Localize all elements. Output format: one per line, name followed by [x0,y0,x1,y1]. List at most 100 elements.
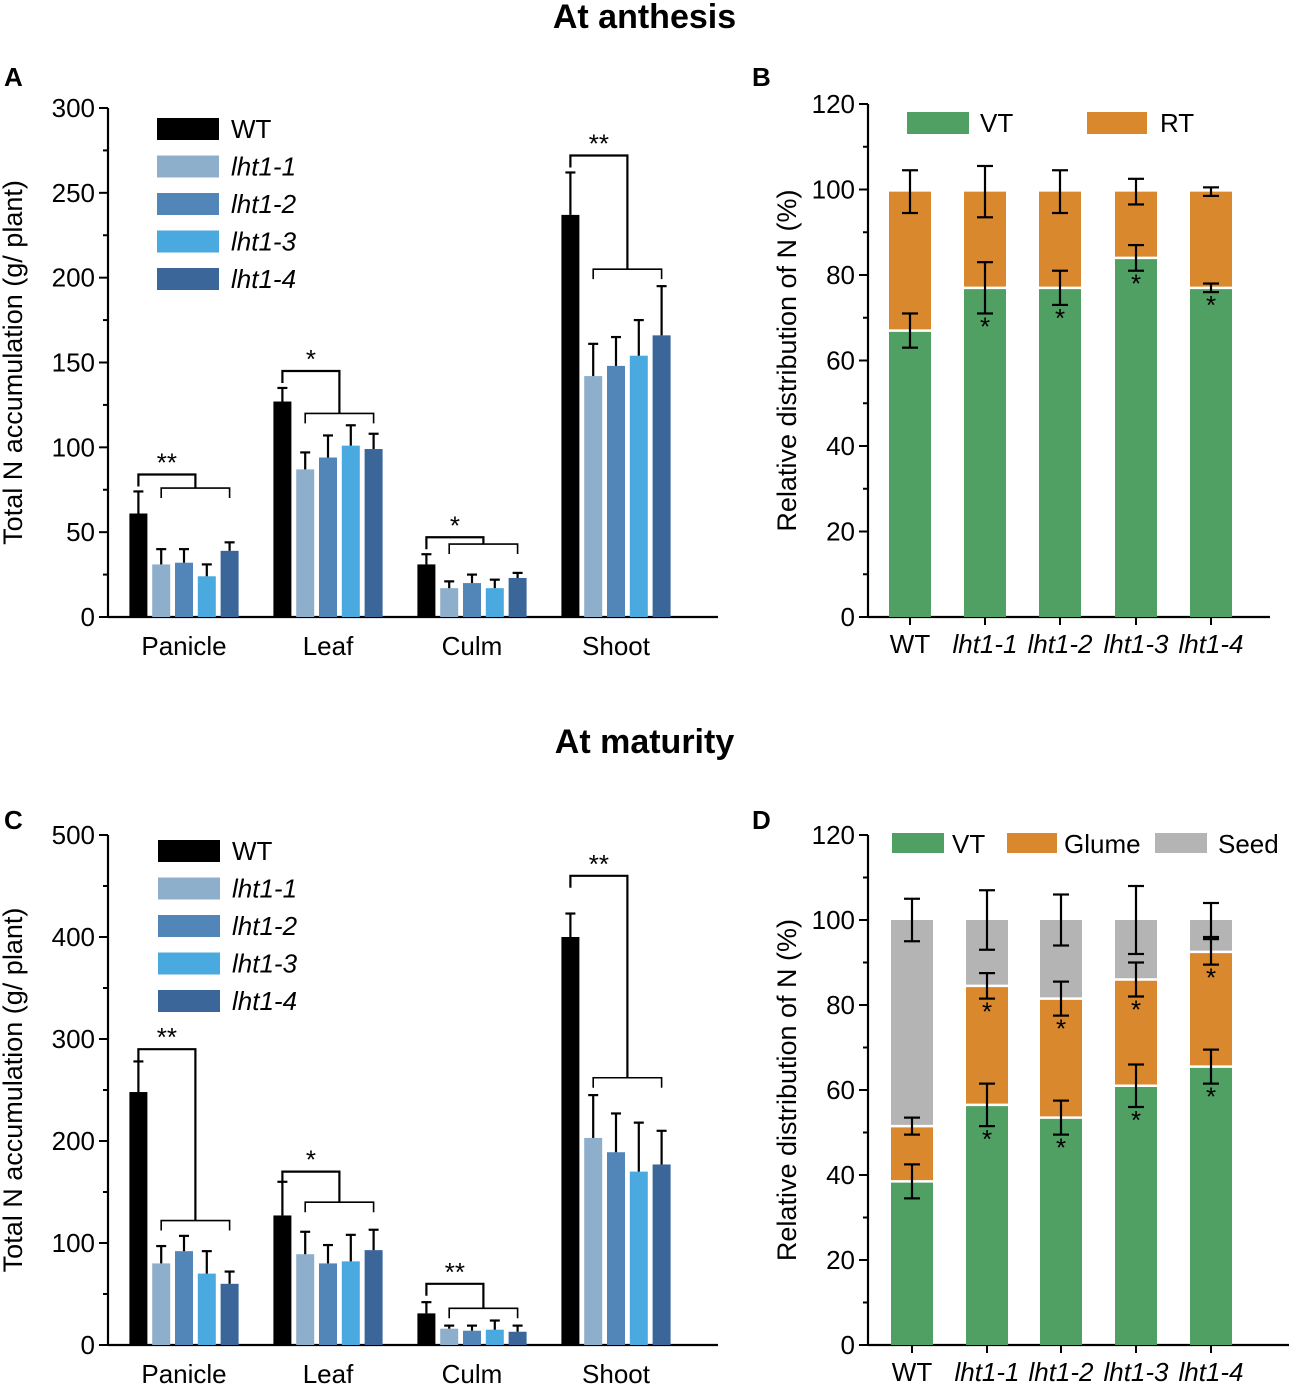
significance-label: * [450,510,460,540]
y-tick-label-A: 300 [52,93,95,123]
bar-WT-Culm [417,564,436,617]
legend-label-RT: RT [1160,108,1194,138]
bar-lht1-2-Culm [463,583,481,617]
significance-label: * [1056,1133,1066,1163]
segment-VT-lht1-1 [966,1104,1008,1345]
legend-label-WT: WT [231,114,272,144]
bar-lht1-2-Panicle [175,1251,193,1345]
legend-D: VT Glume Seed [892,829,1279,859]
legend-swatch-lht1-2 [158,915,220,937]
significance-label: * [306,344,316,374]
y-tick-label-D: 40 [826,1160,855,1190]
bar-lht1-1-Panicle [152,1263,171,1345]
bar-WT-Culm [417,1313,436,1345]
mutant-bracket [448,1307,519,1319]
y-tick-label-B: 80 [826,260,855,290]
y-tick-label-A: 250 [52,178,95,208]
bars-D: WT * * lht1-1 * * lht1-2 * * lht1-3 * * lht1-4 [891,884,1244,1385]
bar-lht1-3-Panicle [197,1273,216,1345]
bar-WT-Leaf [273,1215,292,1345]
legend-label-WT: WT [232,836,273,866]
significance-label: * [1131,1105,1141,1135]
segment-VT-lht1-3 [1115,1085,1157,1345]
y-tick-label-C: 300 [52,1024,95,1054]
bar-lht1-2-Shoot [607,365,625,617]
y-tick-label-D: 60 [826,1075,855,1105]
significance-label: * [1056,1014,1066,1044]
mutant-bracket [592,1076,663,1088]
y-tick-label-A: 100 [52,432,95,462]
wt-bracket [569,154,629,270]
y-tick-label-C: 100 [52,1228,95,1258]
significance-label: ** [589,849,609,879]
significance-bracket-C-Leaf: * [281,1145,375,1213]
x-tick-label-B: lht1-1 [952,629,1017,659]
legend-swatch-lht1-3 [158,952,220,975]
wt-bracket [137,1048,197,1221]
significance-bracket-A-Shoot: ** [569,129,663,280]
bar-lht1-4-Shoot [652,335,671,617]
significance-bracket-A-Panicle: ** [137,447,231,499]
segment-RT-WT [889,191,931,331]
legend-B: VT RT [907,108,1194,138]
legend-swatch-lht1-2 [157,193,219,215]
y-tick-label-D: 80 [826,990,855,1020]
bar-lht1-4-Leaf [364,449,383,617]
bar-lht1-1-Shoot [584,376,603,617]
significance-bracket-C-Panicle: ** [137,1022,231,1231]
panel-label-d: D [752,805,771,835]
x-tick-label-A: Shoot [582,631,651,661]
wt-bracket [569,874,629,1078]
y-tick-label-A: 200 [52,263,95,293]
y-axis-title-A: Total N accumulation (g/ plant) [0,180,28,545]
bar-lht1-4-Culm [508,577,527,617]
bar-WT-Shoot [561,214,580,617]
wt-bracket [281,369,341,414]
bar-lht1-1-Shoot [584,1137,603,1345]
y-tick-label-B: 120 [812,89,855,119]
y-tick-label-C: 500 [52,820,95,850]
x-tick-label-B: lht1-2 [1027,629,1093,659]
y-tick-label-D: 20 [826,1245,855,1275]
panel-label-c: C [4,805,23,835]
legend-label-VT: VT [980,108,1013,138]
x-tick-label-C: Culm [442,1359,503,1385]
bar-lht1-4-Shoot [652,1164,671,1345]
segment-Glume-lht1-2 [1040,998,1082,1118]
segment-VT-lht1-1 [964,287,1006,617]
significance-label: * [982,997,992,1027]
bar-lht1-2-Culm [463,1330,481,1345]
y-axis-title-B: Relative distribution of N (%) [772,189,802,531]
x-tick-label-C: Panicle [141,1359,226,1385]
legend-label-Glume: Glume [1064,829,1141,859]
x-tick-label-B: lht1-3 [1103,629,1169,659]
mutant-bracket [304,1201,375,1213]
y-tick-label-D: 100 [812,905,855,935]
segment-Glume-lht1-4 [1190,951,1232,1067]
mutant-bracket [592,268,663,280]
y-tick-label-B: 60 [826,346,855,376]
mutant-bracket [448,543,519,555]
significance-label: ** [589,129,609,159]
x-tick-label-A: Panicle [141,631,226,661]
legend-label-lht1-3: lht1-3 [231,227,297,257]
legend-C: WT lht1-1 lht1-2 lht1-3 lht1-4 [158,836,298,1016]
significance-label: * [1131,269,1141,299]
legend-swatch-lht1-4 [157,268,219,290]
legend-swatch-Glume [1007,833,1057,853]
legend-swatch-lht1-4 [158,990,220,1012]
legend-swatch-WT [158,840,220,862]
x-tick-label-D: lht1-4 [1178,1357,1243,1385]
bars-C: Panicle ** Leaf * Culm ** Shoot ** [129,849,671,1385]
title-anthesis: At anthesis [552,0,737,36]
significance-bracket-C-Culm: ** [425,1257,519,1319]
significance-label: * [980,311,990,341]
bar-lht1-1-Leaf [296,469,315,617]
x-tick-label-B: lht1-4 [1178,629,1243,659]
y-tick-label-A: 150 [52,348,95,378]
significance-label: * [1206,290,1216,320]
wt-bracket [137,473,197,489]
bars-B: WT * lht1-1 * lht1-2 * lht1-3 * lht1-4 [889,164,1244,659]
significance-bracket-A-Leaf: * [281,344,375,424]
y-tick-label-D: 120 [812,820,855,850]
